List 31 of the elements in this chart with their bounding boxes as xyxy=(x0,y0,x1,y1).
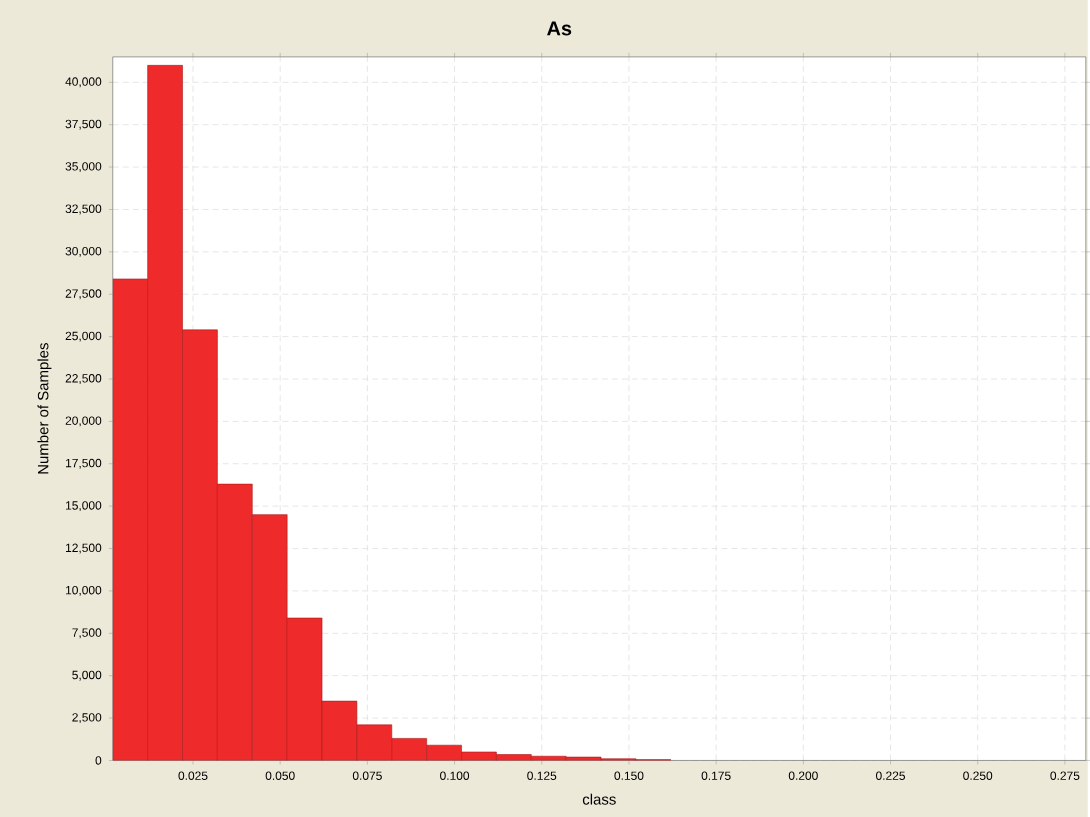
y-tick-label: 15,000 xyxy=(66,501,102,511)
x-tick-label: 0.050 xyxy=(265,771,295,780)
y-tick-label: 35,000 xyxy=(65,161,102,172)
x-tick-label: 0.025 xyxy=(178,771,208,780)
x-tick-label: 0.275 xyxy=(1050,771,1080,780)
y-tick-label: 25,000 xyxy=(65,331,102,342)
x-tick-label: 0.175 xyxy=(701,771,731,780)
y-tick-label: 37,500 xyxy=(65,119,102,130)
y-tick-label: 0 xyxy=(95,756,102,765)
x-tick-label: 0.250 xyxy=(963,771,993,780)
y-tick-label: 10,000 xyxy=(66,585,102,596)
y-tick-label: 2,500 xyxy=(72,712,102,723)
y-tick-label: 5,000 xyxy=(72,670,102,681)
y-axis-title: Number of Samples xyxy=(37,342,52,474)
x-tick-label: 0.225 xyxy=(876,771,905,780)
y-tick-label: 12,500 xyxy=(66,543,102,554)
x-axis-title: class xyxy=(582,793,616,805)
y-tick-label: 30,000 xyxy=(65,246,102,257)
x-tick-label: 0.075 xyxy=(352,771,382,780)
y-tick-label: 27,500 xyxy=(65,289,102,300)
y-tick-label: 22,500 xyxy=(65,373,102,384)
chart-title: As xyxy=(547,21,572,36)
x-tick-label: 0.200 xyxy=(788,771,818,780)
y-tick-label: 17,500 xyxy=(66,458,102,469)
y-tick-label: 20,000 xyxy=(65,416,102,427)
y-tick-label: 32,500 xyxy=(65,204,102,215)
y-tick-label: 40,000 xyxy=(65,77,102,88)
y-tick-label: 7,500 xyxy=(72,628,102,639)
x-tick-label: 0.150 xyxy=(614,771,644,780)
x-tick-label: 0.125 xyxy=(527,771,557,780)
x-tick-label: 0.100 xyxy=(440,771,470,780)
